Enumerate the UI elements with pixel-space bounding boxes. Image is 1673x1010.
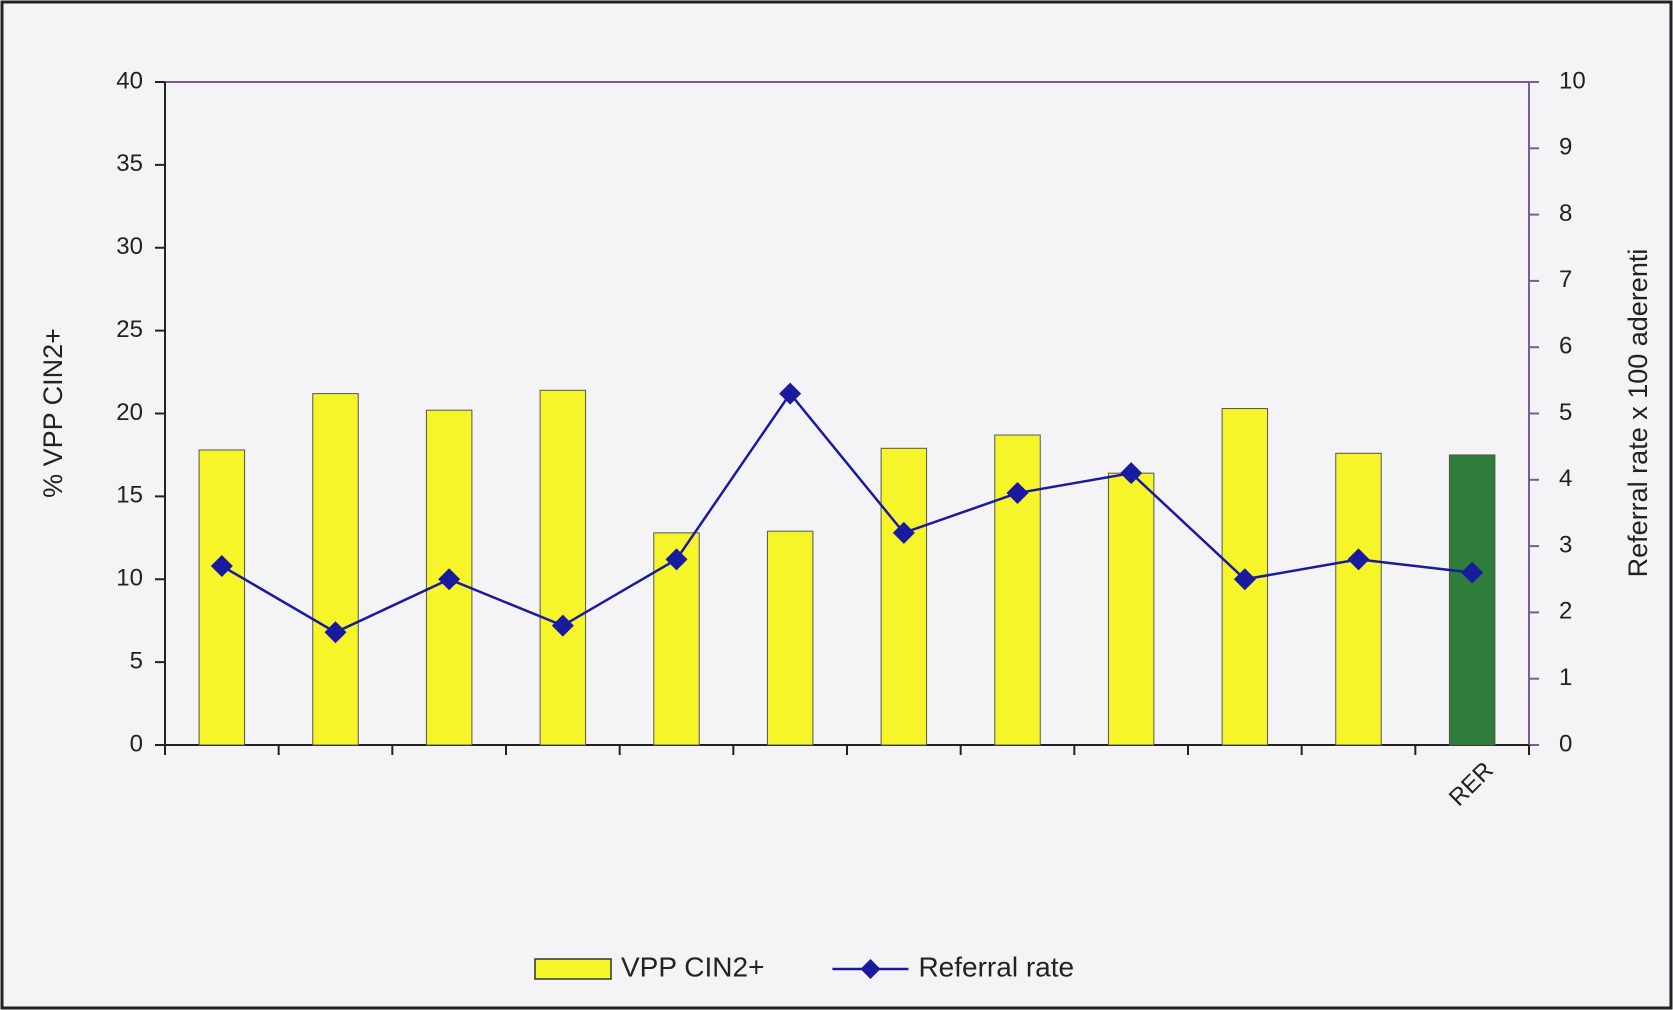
bar (1335, 452, 1382, 746)
y-tick-label: 10 (116, 565, 143, 592)
y2-tick-label: 6 (1559, 333, 1572, 360)
line-marker (665, 548, 688, 571)
y-axis-label: % VPP CIN2+ (38, 328, 68, 498)
legend-marker (860, 959, 881, 979)
line-marker (1347, 548, 1370, 571)
bar (1107, 472, 1155, 746)
y2-tick-label: 4 (1559, 465, 1572, 492)
legend-label: Referral rate (918, 951, 1074, 982)
line-marker (1233, 568, 1256, 591)
bar (198, 449, 246, 746)
y-tick-label: 30 (116, 233, 143, 260)
y2-tick-label: 10 (1559, 67, 1586, 94)
y2-tick-label: 5 (1559, 399, 1572, 426)
legend-label: VPP CIN2+ (621, 951, 764, 982)
bar (312, 393, 359, 746)
y2-tick-label: 2 (1559, 598, 1572, 625)
line-marker (1461, 561, 1484, 584)
y2-tick-label: 3 (1559, 531, 1572, 558)
bar (880, 447, 928, 746)
y2-axis-label: Referral rate x 100 aderenti (1623, 249, 1653, 578)
line (221, 391, 1473, 634)
line-marker (324, 621, 347, 644)
y2-tick-label: 7 (1559, 266, 1572, 293)
y-tick-label: 15 (116, 482, 143, 509)
y-tick-label: 5 (130, 647, 143, 674)
line-marker (551, 614, 574, 637)
y2-tick-label: 9 (1559, 134, 1572, 161)
line-marker (1120, 462, 1143, 485)
bar (1448, 454, 1496, 746)
line-marker (779, 382, 802, 405)
y-tick-label: 0 (130, 730, 143, 757)
y-tick-label: 40 (116, 67, 143, 94)
y2-tick-label: 8 (1559, 200, 1572, 227)
y-tick-label: 35 (116, 150, 143, 177)
bar (539, 389, 587, 746)
line-marker (1006, 482, 1029, 505)
y-tick-label: 20 (116, 399, 143, 426)
legend-swatch (534, 958, 612, 980)
bar (766, 530, 814, 746)
line-marker (438, 568, 461, 591)
bar (994, 434, 1041, 746)
y2-tick-label: 0 (1559, 730, 1572, 757)
y-tick-label: 25 (116, 316, 143, 343)
line-marker (892, 521, 915, 544)
y2-tick-label: 1 (1559, 664, 1572, 691)
line-marker (210, 554, 233, 577)
